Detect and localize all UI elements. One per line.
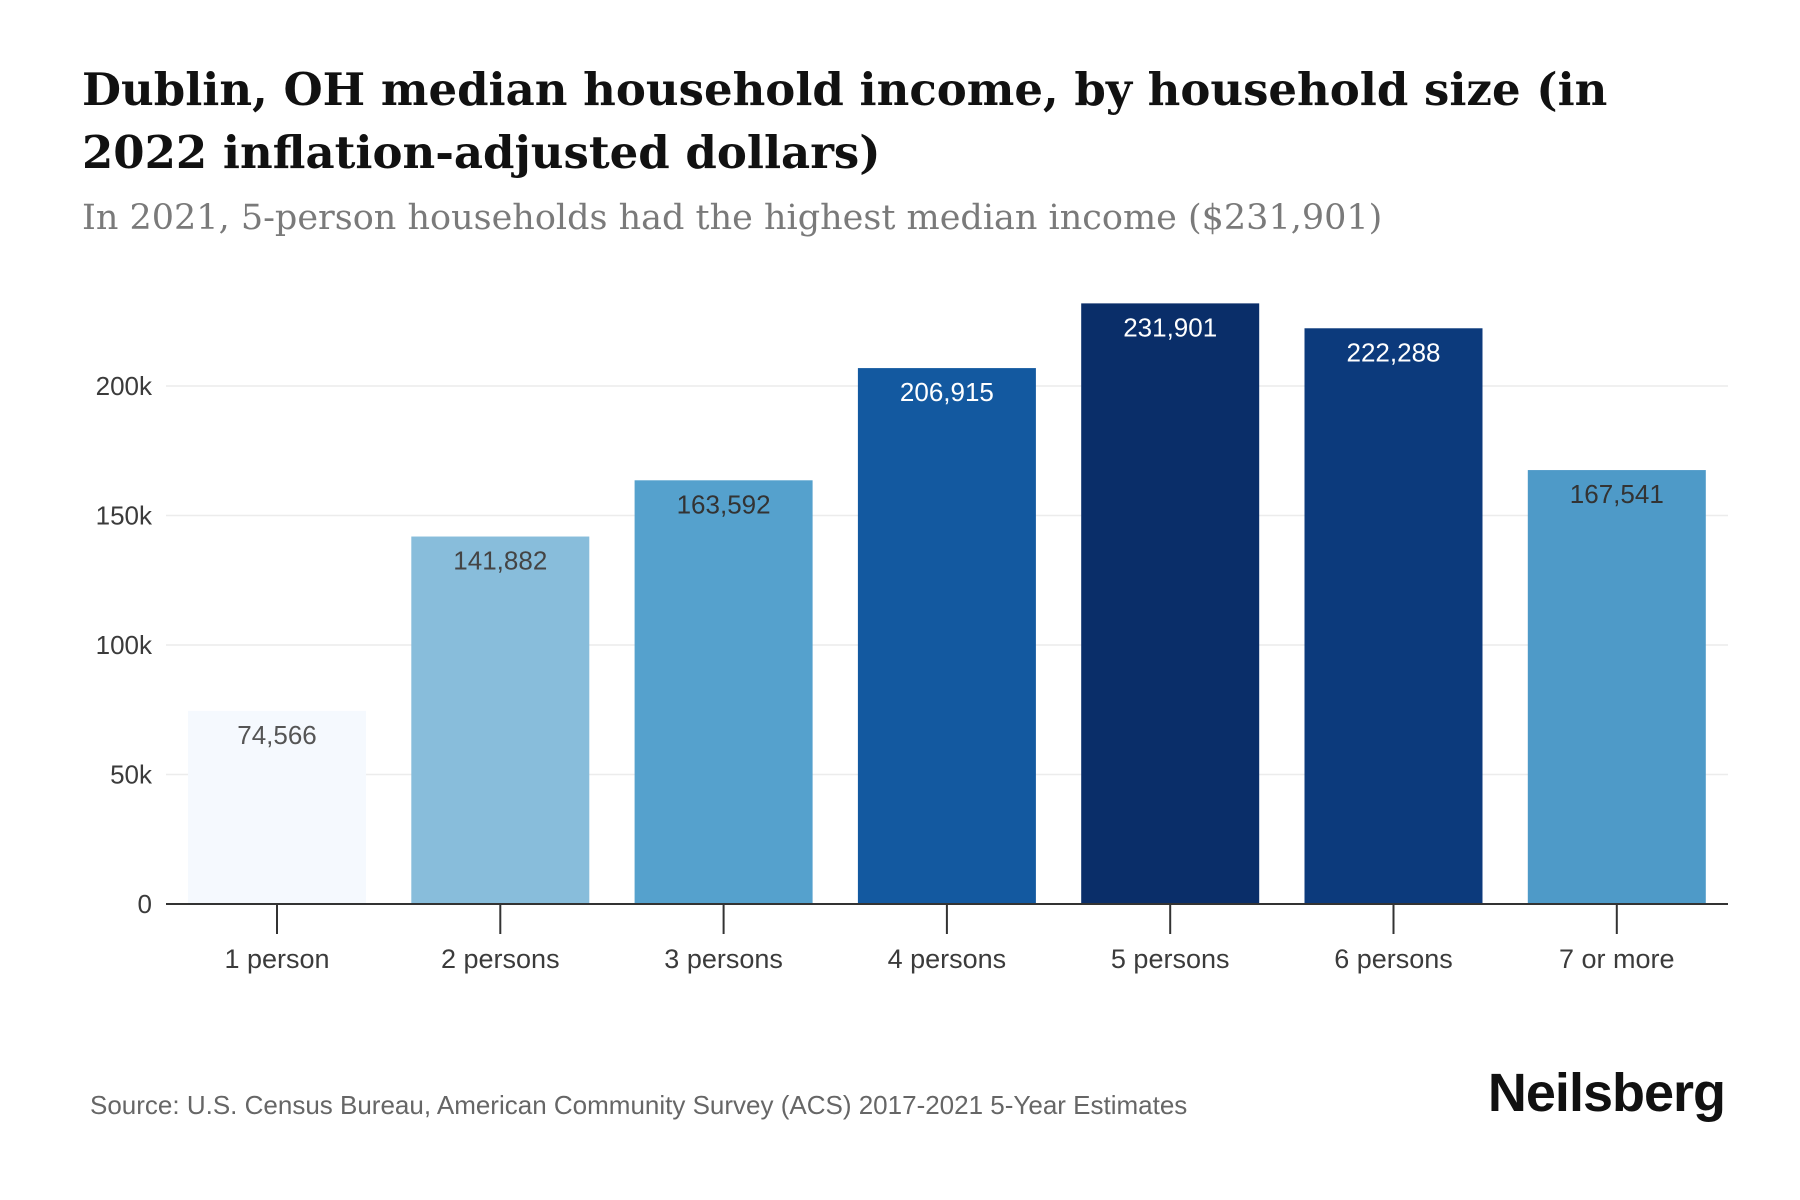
x-tick-label: 6 persons (1334, 944, 1453, 974)
y-tick-label: 200k (96, 371, 153, 401)
y-tick-label: 100k (96, 630, 153, 660)
bar-value-label: 141,882 (453, 546, 547, 576)
bar (411, 536, 590, 904)
bar (1527, 470, 1706, 904)
x-tick-label: 4 persons (888, 944, 1007, 974)
bar-value-label: 167,541 (1570, 479, 1664, 509)
x-tick-label: 5 persons (1111, 944, 1230, 974)
bar-value-label: 206,915 (900, 377, 994, 407)
bar-value-label: 74,566 (237, 720, 317, 750)
brand-logo: Neilsberg (1487, 1063, 1726, 1123)
source-note: Source: U.S. Census Bureau, American Com… (90, 1090, 1188, 1120)
x-tick-label: 7 or more (1559, 944, 1675, 974)
bar (634, 480, 813, 904)
x-tick-label: 2 persons (441, 944, 560, 974)
y-tick-label: 150k (96, 501, 153, 531)
bar (188, 710, 366, 904)
x-tick-label: 3 persons (664, 944, 783, 974)
bar-value-label: 163,592 (677, 489, 771, 519)
x-tick-label: 1 person (224, 944, 329, 974)
bar-value-label: 222,288 (1347, 337, 1441, 367)
bar (1304, 328, 1483, 905)
y-tick-label: 0 (138, 889, 152, 919)
chart-title: Dublin, OH median household income, by h… (82, 63, 1608, 179)
bar (1081, 303, 1260, 904)
bar (857, 368, 1036, 904)
bar-value-label: 231,901 (1123, 312, 1217, 342)
y-tick-label: 50k (110, 760, 153, 790)
chart-subtitle: In 2021, 5-person households had the hig… (82, 198, 1383, 238)
